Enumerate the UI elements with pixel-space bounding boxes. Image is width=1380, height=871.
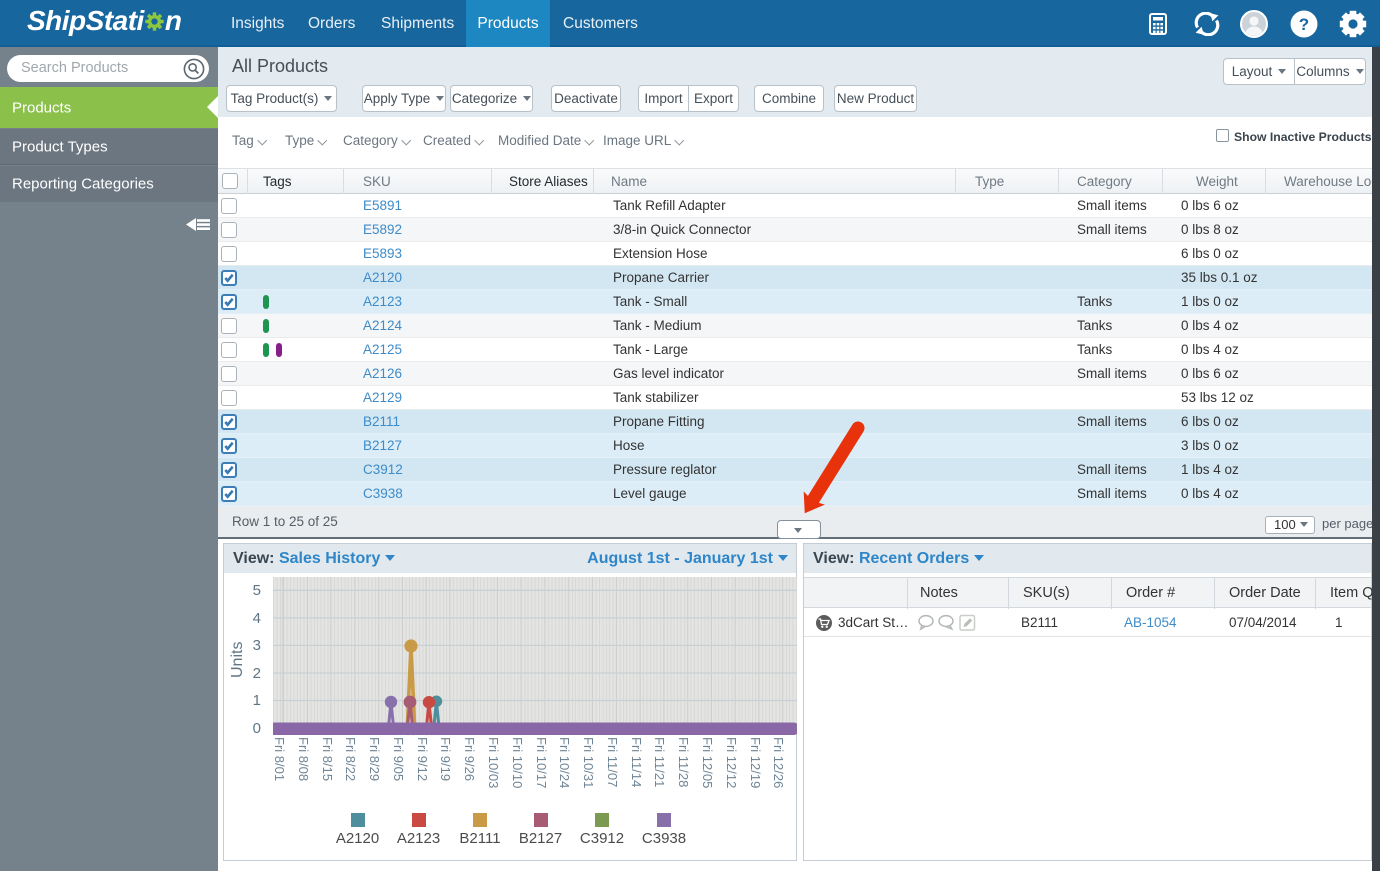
svg-text:?: ? xyxy=(1299,15,1309,34)
